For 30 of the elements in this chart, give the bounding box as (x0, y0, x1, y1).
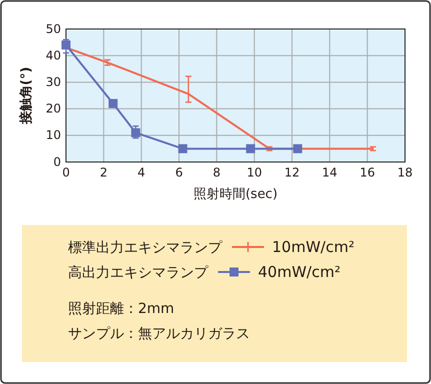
y-tick-label: 30 (46, 75, 61, 90)
y-tick-label: 20 (46, 102, 61, 116)
y-tick-label: 0 (53, 154, 61, 169)
legend-label: 標準出力エキシマランプ (68, 240, 223, 256)
point (246, 144, 256, 154)
x-tick-label: 10 (246, 166, 262, 180)
point (131, 128, 140, 138)
point (293, 144, 302, 154)
x-tick-label: 18 (397, 166, 413, 180)
text: サンプル：無アルカリガラス (68, 326, 250, 342)
text: 照射距離：2mm (68, 301, 174, 317)
x-axis-title: 照射時間(sec) (193, 187, 278, 202)
x-tick-label: 4 (138, 166, 146, 180)
y-axis-title: 接触角(°) (18, 66, 34, 126)
y-tick-label: 10 (46, 128, 61, 142)
text: 10mW/cm² (272, 238, 354, 256)
x-tick-label: 6 (175, 166, 183, 180)
y-tick-label: 50 (46, 22, 61, 36)
x-tick-label: 14 (322, 166, 338, 180)
x-tick-label: 12 (284, 166, 300, 180)
point (108, 98, 118, 108)
x-tick-label: 2 (100, 166, 108, 180)
point (62, 40, 70, 50)
legend-label: 高出力エキシマランプ (68, 265, 209, 281)
text: 40mW/cm² (258, 263, 340, 281)
x-tick-label: 0 (62, 166, 70, 180)
y-tick-label: 40 (46, 48, 61, 62)
x-tick-label: 8 (212, 166, 220, 180)
x-tick-label: 16 (360, 166, 375, 180)
point (178, 144, 188, 154)
